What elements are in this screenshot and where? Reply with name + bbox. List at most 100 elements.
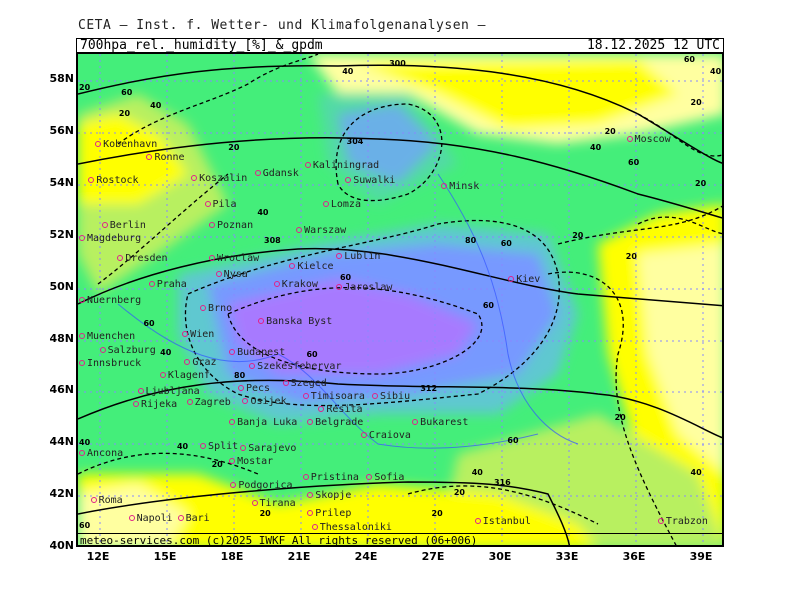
city-label: Osijek <box>242 397 286 407</box>
city-label: Belgrade <box>307 418 363 428</box>
city-label: Minsk <box>441 181 479 192</box>
city-label: Sofia <box>366 472 404 483</box>
contour-label: 40 <box>590 142 602 152</box>
city-label: Kielce <box>289 262 333 272</box>
contour-label: 60 <box>339 272 352 282</box>
city-label: Graz <box>184 358 216 368</box>
city-label: Istanbul <box>475 517 531 527</box>
city-label: Mostar <box>229 457 273 467</box>
lon-tick-label: 15E <box>153 550 177 563</box>
city-label: Warszaw <box>296 225 346 236</box>
city-label: Lomza <box>323 199 361 210</box>
city-label: Klagenf <box>160 371 210 381</box>
contour-label: 20 <box>118 108 131 118</box>
contour-label: 80 <box>234 371 246 380</box>
organization-title: CETA – Inst. f. Wetter- und Klimafolgena… <box>78 18 487 33</box>
city-label: Roma <box>91 496 123 506</box>
city-label: Salzburg <box>100 346 156 356</box>
contour-label: 60 <box>683 55 695 64</box>
lon-tick-label: 39E <box>689 550 713 563</box>
lat-tick-label: 54N <box>49 175 74 189</box>
contour-label: 20 <box>228 142 240 152</box>
contour-label: 60 <box>306 350 318 359</box>
city-label: Trabzon <box>658 517 708 527</box>
contour-label: 60 <box>500 238 512 248</box>
contour-label: 40 <box>79 438 91 448</box>
contour-label: 304 <box>346 137 364 147</box>
contour-label: 20 <box>625 251 637 261</box>
city-label: Kaliningrad <box>305 160 379 171</box>
contour-label: 20 <box>211 459 223 469</box>
lat-tick-label: 56N <box>49 123 74 137</box>
field-title: 700hpa_rel._humidity_[%]_&_gpdm <box>80 38 323 53</box>
contour-label: 300 <box>389 59 406 69</box>
city-label: Banska Byst <box>258 316 332 327</box>
contour-label: 312 <box>420 384 438 394</box>
city-label: Wroclaw <box>209 254 259 264</box>
city-label: Magdeburg <box>79 234 141 244</box>
city-label: Brno <box>200 303 232 314</box>
contour-label: 20 <box>690 98 702 108</box>
city-label: Ljubljana <box>138 387 200 397</box>
contour-label: 60 <box>143 319 155 329</box>
lat-tick-label: 58N <box>49 72 74 85</box>
contour-label: 40 <box>710 67 722 77</box>
city-label: Ancona <box>79 449 123 459</box>
humidity-map: Kobenhavn Ronne Rostock Koszalin Gdansk Kalin… <box>76 52 724 547</box>
contour-label: 40 <box>257 207 269 217</box>
city-label: Pecs <box>238 384 270 394</box>
city-label: Pila <box>205 199 237 210</box>
city-label: Ronne <box>146 153 184 163</box>
contour-label: 80 <box>465 236 477 246</box>
lat-tick-label: 42N <box>49 487 74 501</box>
city-label: Szekesfehervar <box>249 361 341 372</box>
lon-tick-label: 18E <box>220 550 244 563</box>
city-label: Jaroslaw <box>336 283 392 293</box>
city-label: Tirana <box>252 498 296 509</box>
city-label: Nuernberg <box>79 296 141 306</box>
contour-label: 20 <box>79 82 91 92</box>
contour-label: 40 <box>160 348 172 357</box>
city-label: Suwalki <box>345 176 395 186</box>
city-label: Banja Luka <box>229 418 297 428</box>
valid-datetime: 18.12.2025 12 UTC <box>586 38 720 53</box>
contour-label: 60 <box>628 158 640 168</box>
map-header: 700hpa_rel._humidity_[%]_&_gpdm 18.12.20… <box>76 38 724 53</box>
contour-label: 40 <box>176 441 189 451</box>
lat-tick-label: 46N <box>49 383 74 397</box>
city-label: Innsbruck <box>79 359 141 369</box>
lat-tick-label: 50N <box>49 279 74 293</box>
city-label: Koszalin <box>191 173 247 184</box>
city-label: Skopje <box>307 491 351 501</box>
city-label: Wien <box>182 329 214 340</box>
lon-tick-label: 21E <box>287 550 311 563</box>
city-label: Sarajevo <box>240 444 296 454</box>
city-label: Berlin <box>102 220 146 231</box>
contour-label: 20 <box>604 127 616 136</box>
lon-tick-label: 36E <box>622 550 646 563</box>
contour-label: 40 <box>690 467 702 477</box>
city-label: Muenchen <box>79 332 135 342</box>
city-label: Kiev <box>508 275 540 285</box>
lat-tick-label: 44N <box>49 435 74 449</box>
lon-tick-label: 12E <box>86 550 110 563</box>
contour-label: 20 <box>431 509 443 519</box>
contour-label: 60 <box>482 301 494 311</box>
contour-label: 20 <box>572 231 584 240</box>
city-label: Szeged <box>283 379 327 389</box>
city-label: Krakow <box>274 280 318 290</box>
lon-tick-label: 27E <box>421 550 445 563</box>
saturated-area <box>228 279 478 374</box>
city-label: Moscow <box>627 134 671 145</box>
lat-tick-label: 52N <box>49 227 74 241</box>
city-label: Bukarest <box>412 418 468 428</box>
city-label: Resita <box>318 405 362 415</box>
city-label: Rijeka <box>133 400 177 410</box>
lon-tick-label: 24E <box>354 550 378 563</box>
city-label: Prilep <box>307 509 351 519</box>
city-label: Sibiu <box>372 392 410 402</box>
contour-label: 316 <box>494 478 511 487</box>
city-label: Thessaloniki <box>312 523 392 533</box>
contour-label: 60 <box>79 521 91 531</box>
contour-label: 20 <box>695 179 707 188</box>
